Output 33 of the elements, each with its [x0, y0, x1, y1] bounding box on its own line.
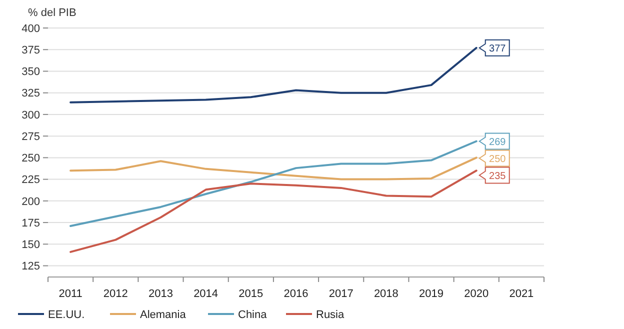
y-axis-title: % del PIB	[28, 7, 76, 19]
legend-label: EE.UU.	[48, 308, 85, 321]
y-tick-label: 400	[22, 22, 40, 35]
x-tick-label: 2017	[328, 288, 354, 300]
data-label: 269	[489, 136, 506, 148]
legend-label: China	[238, 308, 268, 321]
legend-label: Rusia	[316, 308, 346, 321]
x-tick-label: 2018	[374, 288, 398, 300]
x-tick-label: 2013	[148, 288, 173, 300]
y-tick-label: 150	[22, 238, 40, 251]
x-tick-label: 2016	[284, 288, 308, 300]
y-tick-label: 250	[22, 152, 40, 165]
x-tick-label: 2014	[194, 288, 218, 300]
y-tick-label: 300	[22, 109, 40, 122]
y-tick-label: 275	[22, 130, 40, 143]
x-tick-label: 2019	[419, 288, 444, 300]
x-tick-label: 2012	[103, 288, 128, 300]
y-tick-label: 375	[22, 44, 40, 56]
data-label: 250	[489, 154, 506, 165]
x-tick-label: 2011	[58, 288, 82, 300]
x-tick-label: 2021	[509, 288, 534, 300]
x-tick-label: 2020	[464, 288, 489, 300]
y-tick-label: 350	[22, 66, 40, 78]
y-tick-label: 200	[22, 196, 40, 208]
y-tick-label: 125	[22, 260, 40, 273]
x-tick-label: 2015	[238, 288, 264, 300]
y-tick-label: 175	[22, 217, 40, 230]
line-series	[70, 170, 478, 253]
data-label: 235	[489, 170, 506, 182]
data-label: 377	[489, 43, 506, 54]
legend-label: Alemania	[140, 308, 187, 321]
y-tick-label: 225	[22, 174, 40, 186]
y-tick-label: 325	[22, 88, 40, 100]
